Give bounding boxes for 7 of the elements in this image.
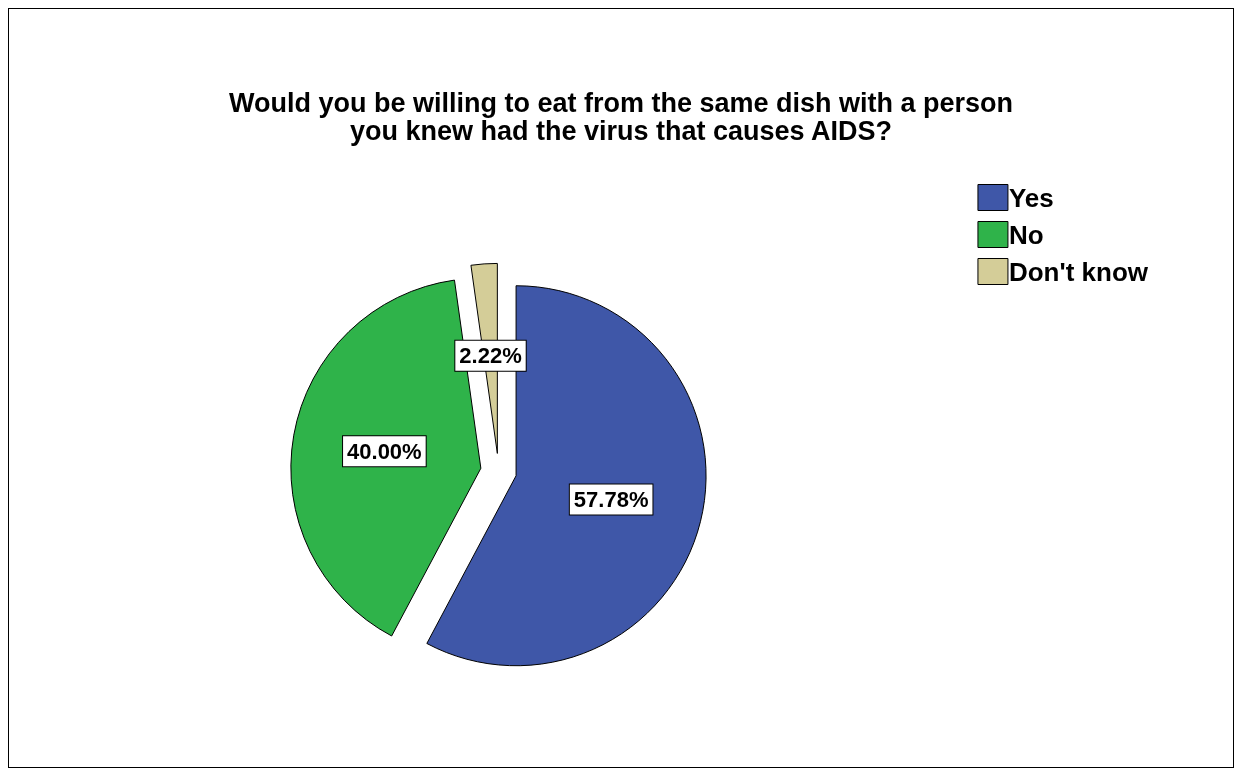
legend-label: No bbox=[1008, 219, 1044, 250]
legend-label: Don't know bbox=[1008, 256, 1149, 287]
data-label: 40.00% bbox=[347, 438, 422, 464]
data-label: 2.22% bbox=[459, 343, 522, 369]
data-label: 57.78% bbox=[573, 486, 649, 512]
legend-label: Yes bbox=[1008, 182, 1054, 213]
chart-title: Would you be willing to eat from the same dish with a person you knew had the virus that causes AIDS? bbox=[228, 88, 1014, 146]
